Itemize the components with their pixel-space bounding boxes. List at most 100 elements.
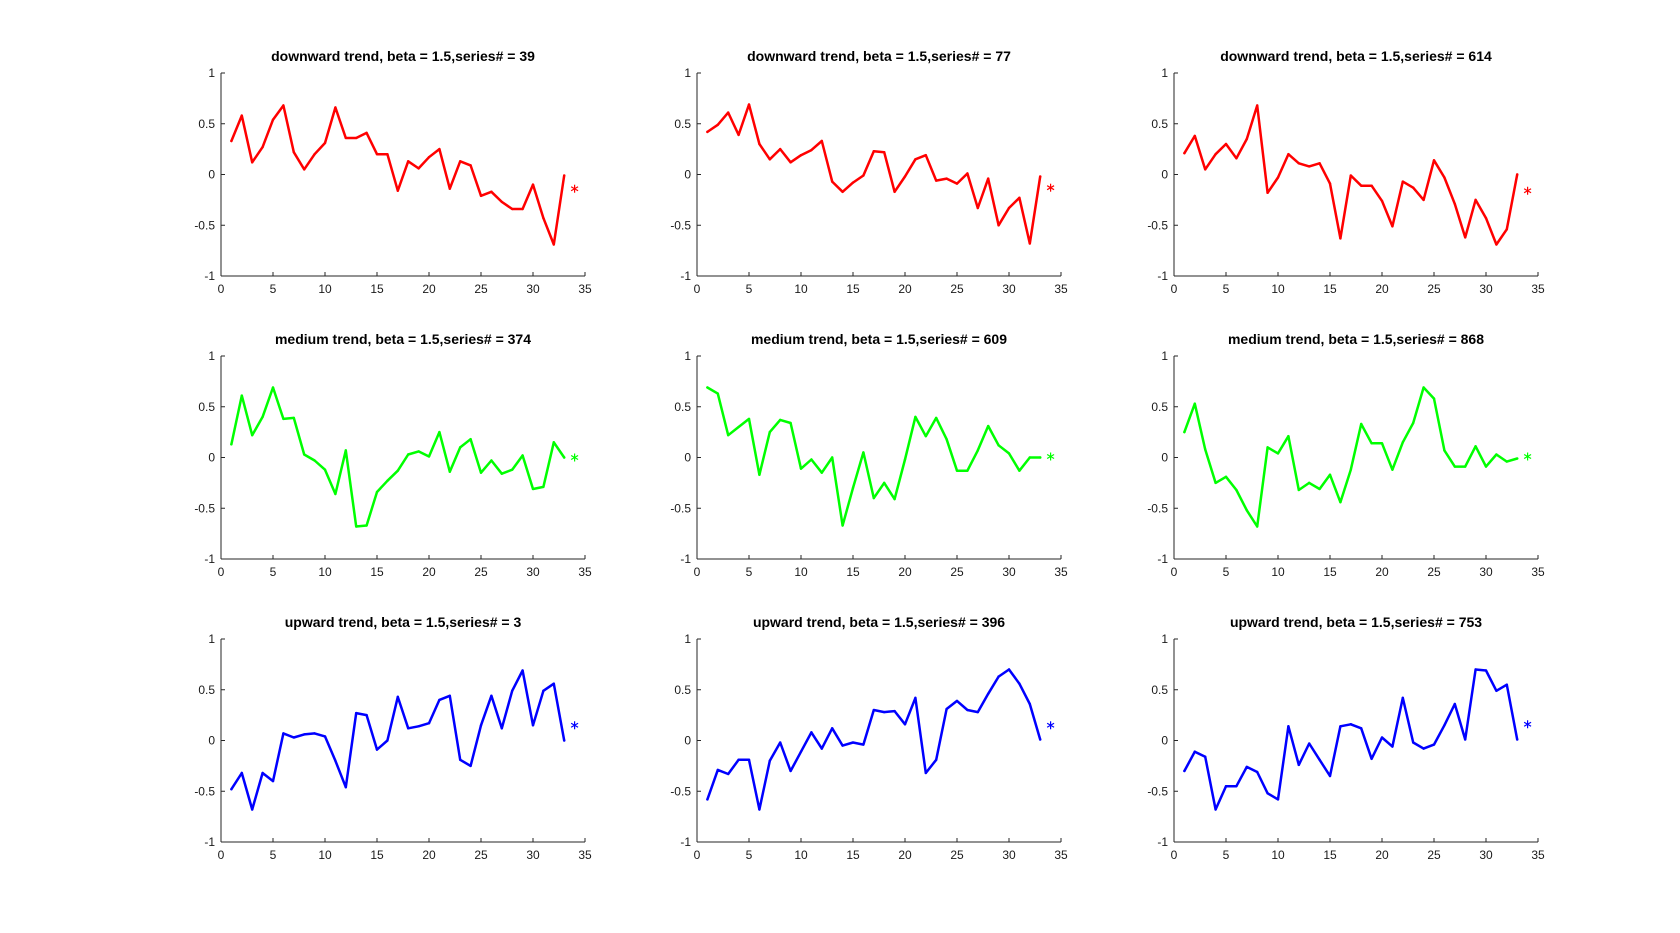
data-point [282,104,285,107]
data-point [1380,442,1384,445]
x-tick-label: 15 [370,282,384,296]
data-point [417,725,420,728]
y-tick-label: 0.5 [1151,683,1168,697]
data-point [789,421,792,425]
data-point [563,174,566,177]
data-point [1328,182,1332,185]
x-tick-label: 0 [218,848,225,862]
data-point [240,771,243,775]
data-point [365,131,368,135]
y-tick-label: 1 [208,349,215,363]
data-point [251,808,254,811]
data-point [841,524,844,527]
data-point [386,153,389,156]
data-point [706,130,709,134]
data-point [355,136,358,140]
subplot-title: downward trend, beta = 1.5,series# = 77 [747,48,1011,64]
data-point [271,118,275,121]
y-tick-label: -1 [1157,269,1168,283]
x-tick-label: 10 [318,282,332,296]
x-tick-label: 0 [1171,565,1178,579]
data-point [438,698,441,702]
data-point [810,148,813,152]
data-point [1204,168,1207,171]
forecast-marker-stroke [1523,453,1532,460]
data-point [396,469,399,472]
data-point [292,416,295,420]
x-tick-label: 30 [526,282,540,296]
x-tick-label: 0 [694,565,701,579]
data-point [542,485,545,489]
data-point [230,139,233,143]
data-point [935,179,938,182]
subplot-4: medium trend, beta = 1.5,series# = 374 0 5… [194,331,592,579]
x-tick-label: 20 [898,282,912,296]
data-point [1266,446,1269,449]
data-point [240,114,243,117]
data-point [706,386,709,389]
y-tick-label: -0.5 [1147,501,1168,515]
x-tick-label: 30 [1002,282,1016,296]
data-point [1287,725,1290,728]
data-point [344,449,347,452]
subplot-9: upward trend, beta = 1.5,series# = 753 0 5… [1147,614,1545,862]
data-point [365,524,368,527]
y-tick-label: 1 [1161,349,1168,363]
data-point [1484,216,1488,220]
x-tick-label: 25 [950,282,964,296]
x-tick-label: 25 [1427,848,1441,862]
subplot-3: downward trend, beta = 1.5,series# = 614… [1147,48,1545,296]
data-point [1484,669,1488,672]
data-point [271,386,275,389]
data-point [1422,386,1425,389]
data-point [459,446,462,449]
forecast-marker [1046,183,1055,192]
data-point [768,430,771,434]
data-point [789,769,792,773]
data-point [459,160,462,163]
data-point [716,768,719,772]
data-point [459,758,462,761]
y-tick-label: -1 [1157,552,1168,566]
data-point [490,459,493,462]
data-point [976,710,979,714]
data-point [1308,742,1311,745]
data-point [789,161,792,164]
data-point [1224,142,1228,146]
y-tick-label: -0.5 [670,501,691,515]
y-tick-label: 1 [684,349,691,363]
data-point [799,467,803,470]
y-tick-label: 1 [208,632,215,646]
data-point [448,470,451,473]
x-tick-label: 30 [1479,282,1493,296]
data-point [1039,175,1042,178]
x-tick-label: 35 [1054,282,1068,296]
y-tick-label: -1 [680,269,691,283]
series-line [1183,386,1519,528]
data-point [893,190,896,193]
data-point [976,449,979,452]
forecast-marker [1523,720,1532,729]
data-point [1007,452,1011,455]
data-point [1391,225,1394,228]
data-point [1412,741,1415,744]
data-point [903,175,907,178]
data-point [1339,237,1342,240]
x-tick-label: 20 [898,848,912,862]
data-point [987,692,990,696]
data-point [810,458,813,461]
data-point [521,454,524,457]
data-point [1432,397,1436,400]
data-point [1432,743,1436,746]
data-point [469,438,472,441]
data-point [1318,487,1321,491]
data-point [1412,421,1415,425]
data-point [1474,198,1477,202]
data-point [1328,473,1332,476]
y-tick-label: 1 [1161,66,1168,80]
x-tick-label: 10 [794,848,808,862]
y-tick-label: -1 [680,552,691,566]
y-tick-label: 0 [208,168,215,182]
data-point [1028,702,1032,706]
data-point [1391,745,1394,748]
